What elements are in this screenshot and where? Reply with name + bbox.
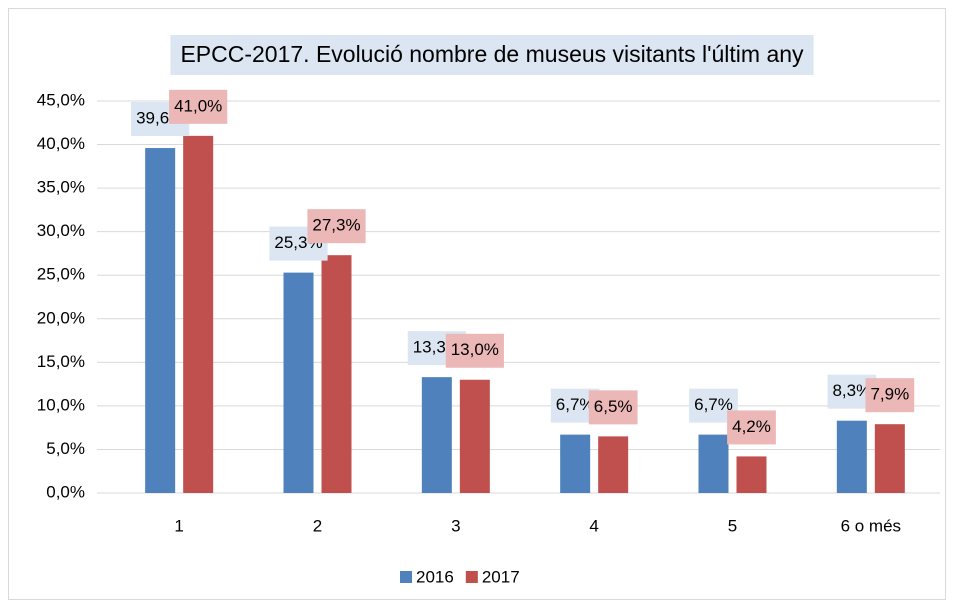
data-label-background [307, 209, 366, 244]
legend-swatch [400, 571, 412, 583]
data-label: 6,7% [556, 395, 595, 414]
bar [459, 379, 490, 493]
y-tick-label: 10,0% [37, 395, 85, 414]
legend-label: 2016 [416, 567, 454, 586]
x-tick-label: 4 [589, 516, 598, 535]
data-label: 4,2% [732, 417, 771, 436]
data-label: 6,7% [694, 395, 733, 414]
x-tick-label: 6 o més [841, 516, 901, 535]
x-tick-label: 2 [313, 516, 322, 535]
y-tick-label: 5,0% [46, 439, 85, 458]
legend-label: 2017 [482, 567, 520, 586]
bar [598, 436, 629, 493]
y-tick-label: 15,0% [37, 352, 85, 371]
title-background [170, 35, 814, 75]
y-tick-label: 45,0% [37, 90, 85, 109]
data-label: 8,3% [832, 381, 871, 400]
data-label-background [727, 410, 776, 445]
y-tick-label: 25,0% [37, 265, 85, 284]
y-tick-label: 35,0% [37, 178, 85, 197]
x-tick-label: 1 [174, 516, 183, 535]
data-label-background [445, 333, 504, 368]
bar [560, 434, 591, 493]
x-tick-label: 3 [451, 516, 460, 535]
data-label: 6,5% [594, 397, 633, 416]
data-label-background [588, 390, 638, 425]
bar [321, 255, 352, 493]
bar [736, 456, 767, 493]
bar [698, 434, 729, 493]
data-label: 7,9% [870, 385, 909, 404]
y-tick-label: 30,0% [37, 221, 85, 240]
data-label: 41,0% [174, 96, 222, 115]
bar [145, 148, 176, 494]
data-label-background [169, 89, 228, 124]
bar [421, 377, 452, 493]
data-label-background [865, 378, 915, 413]
legend-swatch [465, 571, 478, 583]
data-label: 27,3% [312, 216, 360, 235]
y-tick-label: 20,0% [37, 308, 85, 327]
x-tick-label: 5 [728, 516, 737, 535]
y-tick-label: 0,0% [46, 482, 85, 501]
bar [836, 420, 867, 493]
chart-title: EPCC-2017. Evolució nombre de museus vis… [180, 41, 804, 67]
bar [183, 135, 214, 493]
bar [874, 424, 905, 493]
data-label: 13,0% [451, 340, 499, 359]
bar [283, 272, 314, 493]
y-tick-label: 40,0% [37, 134, 85, 153]
